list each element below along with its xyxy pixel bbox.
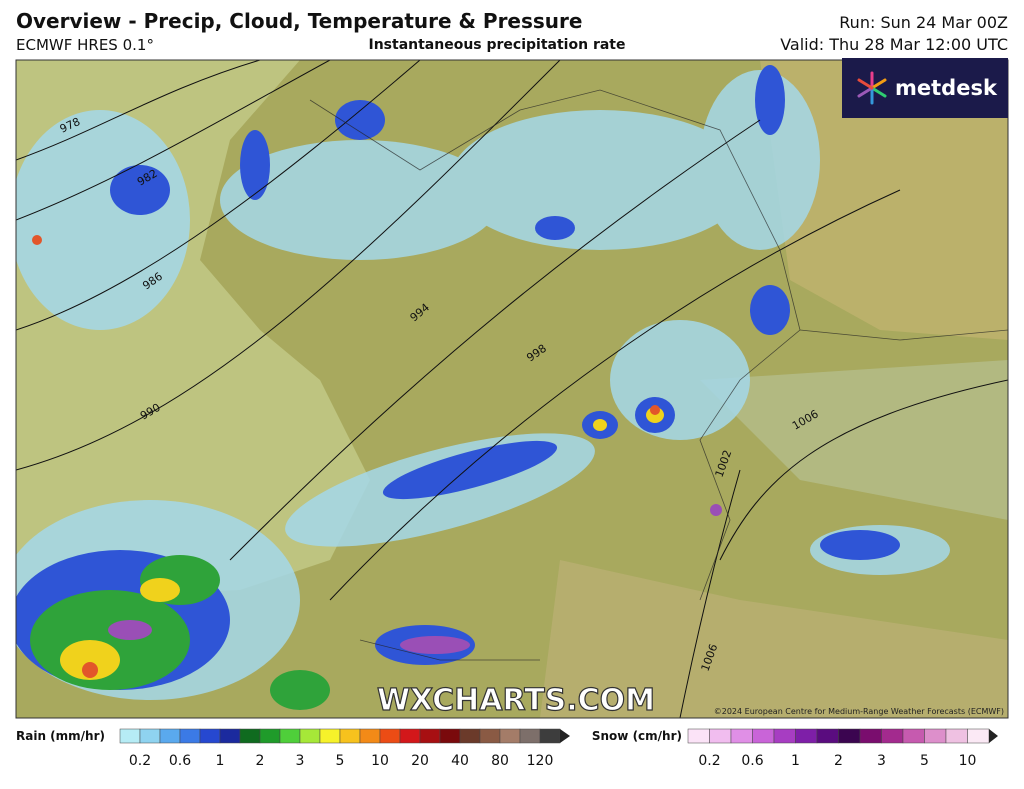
rain-color-cell [199,728,221,744]
model: ECMWF HRES 0.1° [16,36,154,54]
very-heavy-rain [32,235,660,678]
rain-color-cell [419,728,441,744]
logo-text: metdesk [895,76,998,100]
snow-tick-label: 1 [791,753,800,769]
title: Overview - Precip, Cloud, Temperature & … [16,9,582,33]
snow-color-cell [881,728,904,744]
snow-color-cell [902,728,925,744]
snow-tick-label: 10 [959,753,977,769]
rain-tick-label: 1 [216,753,225,769]
rain-color-cell [279,728,301,744]
rain-legend-title: Rain (mm/hr) [16,729,105,743]
snow-color-cell [752,728,775,744]
rain-color-cell [319,728,341,744]
rain-tick-label: 0.6 [169,753,191,769]
sea-south [540,560,1008,718]
map-frame [15,59,1009,719]
rain-tick-label: 40 [451,753,469,769]
rain-color-cell [219,728,241,744]
rain-color-cell [519,728,541,744]
rain-color-cell [359,728,381,744]
rain-color-cell [439,728,461,744]
subtitle: Instantaneous precipitation rate [369,37,626,53]
rain-tick-label: 120 [527,753,554,769]
valid: Valid: Thu 28 Mar 12:00 UTC [780,35,1008,54]
rain-tick-label: 3 [296,753,305,769]
rain-color-cell [239,728,261,744]
rain-tick-label: 5 [336,753,345,769]
rain-color-cell [459,728,481,744]
snow-color-cell [773,728,796,744]
snow-tick-label: 0.2 [698,753,720,769]
logo: metdesk [842,58,1008,118]
snow-tick-label: 5 [920,753,929,769]
snow-color-cell [838,728,861,744]
copyright: ©2024 European Centre for Medium-Range W… [714,707,1004,716]
snow-color-cell [924,728,947,744]
rain-tick-label: 20 [411,753,429,769]
snow-color-cell [945,728,968,744]
snow-legend-title: Snow (cm/hr) [592,729,682,743]
snow-color-cell [730,728,753,744]
rain-tick-label: 80 [491,753,509,769]
rain-color-cell [159,728,181,744]
rain-color-cell [179,728,201,744]
snow-color-cell [795,728,818,744]
rain-color-cell [539,728,561,744]
snow-color-cell [816,728,839,744]
rain-color-cell [119,728,141,744]
snow-color-cell [967,728,990,744]
legend: Rain (mm/hr) Snow (cm/hr) 0.2 0.6 1 2 3 5 10 20… [16,728,998,769]
snow-color-cell [859,728,882,744]
rain-tick-label: 0.2 [129,753,151,769]
rain-color-cell [379,728,401,744]
snow-color-cell [709,728,732,744]
snow-tick-label: 0.6 [741,753,763,769]
snow-tick-label: 2 [834,753,843,769]
snow-color-cell [687,728,710,744]
run: Run: Sun 24 Mar 00Z [839,13,1008,32]
land-east [760,60,1008,340]
rain-color-cell [399,728,421,744]
rain-color-cell [299,728,321,744]
rain-color-cell [479,728,501,744]
snow-legend-arrow [989,729,998,743]
intense-rain [60,407,664,680]
isobars [16,60,1008,718]
map: 978 982 986 990 994 998 1006 1002 1006 W… [15,59,1009,719]
rain-tick-label: 10 [371,753,389,769]
rain-legend-arrow [560,729,570,743]
rain-color-cell [259,728,281,744]
watermark: WXCHARTS.COM [377,683,655,718]
rain-color-cell [499,728,521,744]
snow [108,504,722,654]
rain-color-cell [339,728,361,744]
rain-tick-label: 2 [256,753,265,769]
rain-color-cell [139,728,161,744]
snow-tick-label: 3 [877,753,886,769]
borders [309,89,1008,661]
